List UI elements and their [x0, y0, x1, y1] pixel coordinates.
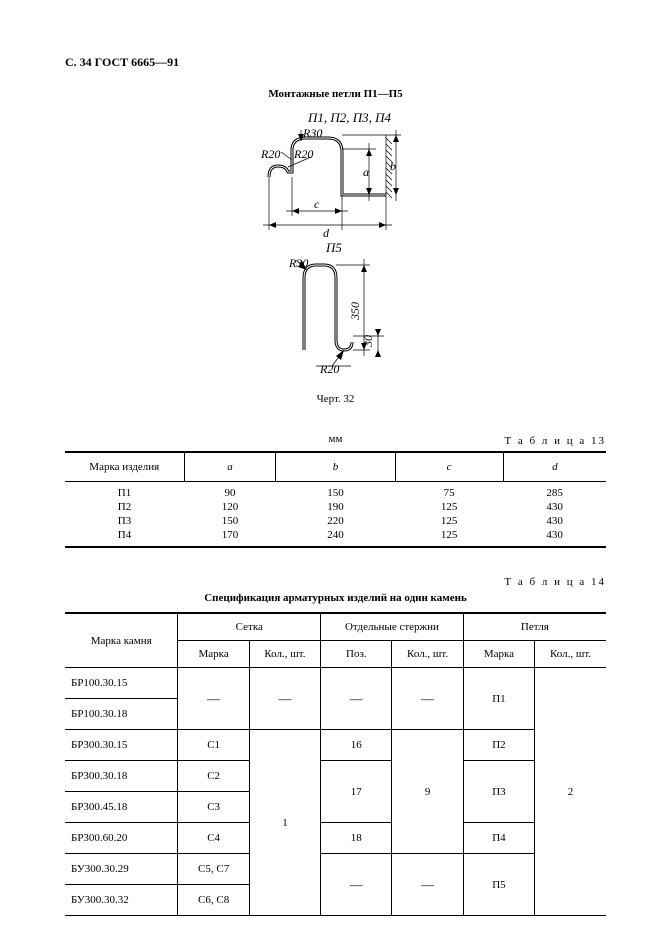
t14-cell: —	[321, 854, 392, 916]
figure-caption: Черт. 32	[65, 393, 606, 405]
t13-cell: П4	[65, 528, 184, 547]
svg-text:30: 30	[361, 335, 375, 348]
t14-cell: 9	[392, 730, 463, 854]
t14-cell: 16	[321, 730, 392, 761]
t13-cell: 240	[276, 528, 395, 547]
t14-row: БР100.30.15	[65, 668, 178, 699]
t14-cell: С4	[178, 823, 249, 854]
t14-cell: —	[392, 854, 463, 916]
svg-text:d: d	[323, 226, 330, 240]
t14-cell: —	[392, 668, 463, 730]
diagram-svg: П1, П2, П3, П4 R30 R20 R20	[236, 110, 436, 380]
table14-title: Спецификация арматурных изделий на один …	[65, 592, 606, 604]
t13-h3: c	[395, 452, 503, 482]
t13-cell: 150	[276, 482, 395, 501]
t13-cell: 125	[395, 514, 503, 528]
t14-cell: 17	[321, 761, 392, 823]
t14-row: БУ300.30.29	[65, 854, 178, 885]
t13-cell: П1	[65, 482, 184, 501]
svg-text:R20: R20	[293, 147, 313, 161]
t14-h-sub: Поз.	[321, 641, 392, 668]
t14-h-sub: Марка	[463, 641, 534, 668]
t14-cell: П2	[463, 730, 534, 761]
t14-row: БР300.30.15	[65, 730, 178, 761]
t14-cell: 2	[535, 668, 606, 916]
t13-cell: 285	[503, 482, 606, 501]
t13-cell: 190	[276, 500, 395, 514]
t14-row: БР300.45.18	[65, 792, 178, 823]
t14-h-grp1: Сетка	[178, 613, 321, 641]
t14-row: БУ300.30.32	[65, 885, 178, 916]
t14-cell: —	[321, 668, 392, 730]
svg-text:R20: R20	[319, 362, 339, 376]
t14-cell: —	[249, 668, 320, 730]
t14-cell: П3	[463, 761, 534, 823]
t14-h-sub: Кол., шт.	[249, 641, 320, 668]
section-title: Монтажные петли П1—П5	[65, 88, 606, 100]
table-13: Марка изделия a b c d П1 90 150 75 285 П…	[65, 451, 606, 548]
t13-cell: 430	[503, 528, 606, 547]
figure-32: П1, П2, П3, П4 R30 R20 R20	[65, 110, 606, 385]
t13-h1: a	[184, 452, 276, 482]
t13-cell: 90	[184, 482, 276, 501]
t14-cell: С5, С7	[178, 854, 249, 885]
t13-h4: d	[503, 452, 606, 482]
fig-top-label: П1, П2, П3, П4	[307, 110, 392, 125]
t14-cell: П1	[463, 668, 534, 730]
svg-text:b: b	[390, 159, 396, 173]
t14-row: БР300.60.20	[65, 823, 178, 854]
t13-cell: 170	[184, 528, 276, 547]
t14-h-sub: Кол., шт.	[535, 641, 606, 668]
t14-h-col1: Марка камня	[65, 613, 178, 668]
svg-text:c: c	[314, 197, 320, 211]
t14-cell: П5	[463, 854, 534, 916]
svg-text:R20: R20	[260, 147, 280, 161]
t14-h-sub: Кол., шт.	[392, 641, 463, 668]
t13-h0: Марка изделия	[65, 452, 184, 482]
t14-cell: С2	[178, 761, 249, 792]
t14-cell: П4	[463, 823, 534, 854]
t14-cell: —	[178, 668, 249, 730]
t13-cell: 430	[503, 500, 606, 514]
t13-cell: П2	[65, 500, 184, 514]
t14-row: БР300.30.18	[65, 761, 178, 792]
t14-row: БР100.30.18	[65, 699, 178, 730]
table14-label: Т а б л и ц а 14	[65, 576, 606, 588]
gost-code: ГОСТ 6665—91	[95, 55, 180, 69]
t14-cell: 1	[249, 730, 320, 916]
svg-text:350: 350	[348, 302, 362, 321]
t14-cell: С1	[178, 730, 249, 761]
t13-h2: b	[276, 452, 395, 482]
table-14: Марка камня Сетка Отдельные стержни Петл…	[65, 612, 606, 916]
t14-h-grp3: Петля	[463, 613, 606, 641]
t14-cell: 18	[321, 823, 392, 854]
t13-cell: 150	[184, 514, 276, 528]
t13-cell: 75	[395, 482, 503, 501]
page-header: С. 34 ГОСТ 6665—91	[65, 55, 606, 70]
page-number: С. 34	[65, 55, 92, 69]
t13-cell: 125	[395, 500, 503, 514]
t14-cell: С6, С8	[178, 885, 249, 916]
t13-cell: 430	[503, 514, 606, 528]
svg-text:П5: П5	[325, 240, 342, 255]
t13-cell: 220	[276, 514, 395, 528]
t14-h-sub: Марка	[178, 641, 249, 668]
svg-text:a: a	[363, 165, 369, 179]
t13-cell: 120	[184, 500, 276, 514]
t14-h-grp2: Отдельные стержни	[321, 613, 464, 641]
t13-cell: 125	[395, 528, 503, 547]
t14-cell: С3	[178, 792, 249, 823]
t13-cell: П3	[65, 514, 184, 528]
